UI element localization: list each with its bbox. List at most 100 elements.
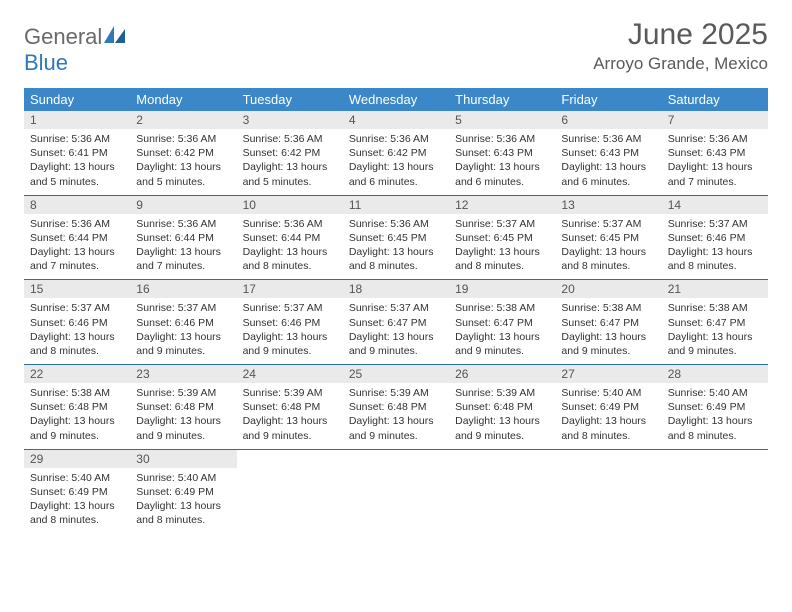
calendar-cell: 19Sunrise: 5:38 AMSunset: 6:47 PMDayligh… — [449, 280, 555, 365]
daylight-line: Daylight: 13 hours and 9 minutes. — [455, 415, 540, 441]
sunset-line: Sunset: 6:48 PM — [136, 401, 214, 413]
logo: General Blue — [24, 18, 126, 76]
day-number: 28 — [662, 365, 768, 383]
sunrise-line: Sunrise: 5:37 AM — [136, 302, 216, 314]
calendar-table: SundayMondayTuesdayWednesdayThursdayFrid… — [24, 88, 768, 533]
logo-text-blue: Blue — [24, 50, 68, 75]
calendar-row: 15Sunrise: 5:37 AMSunset: 6:46 PMDayligh… — [24, 280, 768, 365]
sunrise-line: Sunrise: 5:38 AM — [668, 302, 748, 314]
sunset-line: Sunset: 6:49 PM — [136, 486, 214, 498]
day-body: Sunrise: 5:37 AMSunset: 6:45 PMDaylight:… — [449, 214, 555, 280]
day-number: 5 — [449, 111, 555, 129]
page-title: June 2025 — [593, 18, 768, 52]
calendar-cell: 4Sunrise: 5:36 AMSunset: 6:42 PMDaylight… — [343, 111, 449, 195]
day-body: Sunrise: 5:36 AMSunset: 6:43 PMDaylight:… — [662, 129, 768, 195]
sunset-line: Sunset: 6:45 PM — [455, 232, 533, 244]
calendar-cell: 14Sunrise: 5:37 AMSunset: 6:46 PMDayligh… — [662, 195, 768, 280]
day-number: 10 — [237, 196, 343, 214]
day-number: 29 — [24, 450, 130, 468]
day-body: Sunrise: 5:36 AMSunset: 6:42 PMDaylight:… — [237, 129, 343, 195]
calendar-cell: 26Sunrise: 5:39 AMSunset: 6:48 PMDayligh… — [449, 365, 555, 450]
weekday-header: Tuesday — [237, 88, 343, 111]
daylight-line: Daylight: 13 hours and 9 minutes. — [349, 331, 434, 357]
sunrise-line: Sunrise: 5:40 AM — [561, 387, 641, 399]
calendar-row: 29Sunrise: 5:40 AMSunset: 6:49 PMDayligh… — [24, 449, 768, 533]
day-body: Sunrise: 5:39 AMSunset: 6:48 PMDaylight:… — [449, 383, 555, 449]
weekday-header: Sunday — [24, 88, 130, 111]
sunset-line: Sunset: 6:43 PM — [561, 147, 639, 159]
calendar-cell: 20Sunrise: 5:38 AMSunset: 6:47 PMDayligh… — [555, 280, 661, 365]
sunset-line: Sunset: 6:48 PM — [30, 401, 108, 413]
daylight-line: Daylight: 13 hours and 9 minutes. — [349, 415, 434, 441]
sunset-line: Sunset: 6:43 PM — [455, 147, 533, 159]
calendar-row: 1Sunrise: 5:36 AMSunset: 6:41 PMDaylight… — [24, 111, 768, 195]
daylight-line: Daylight: 13 hours and 9 minutes. — [561, 331, 646, 357]
day-body: Sunrise: 5:38 AMSunset: 6:47 PMDaylight:… — [555, 298, 661, 364]
sunrise-line: Sunrise: 5:37 AM — [243, 302, 323, 314]
sunrise-line: Sunrise: 5:37 AM — [349, 302, 429, 314]
sunrise-line: Sunrise: 5:36 AM — [455, 133, 535, 145]
day-body: Sunrise: 5:37 AMSunset: 6:46 PMDaylight:… — [130, 298, 236, 364]
sunset-line: Sunset: 6:48 PM — [349, 401, 427, 413]
sunrise-line: Sunrise: 5:36 AM — [136, 218, 216, 230]
location: Arroyo Grande, Mexico — [593, 54, 768, 74]
sunrise-line: Sunrise: 5:39 AM — [243, 387, 323, 399]
sunset-line: Sunset: 6:45 PM — [349, 232, 427, 244]
day-number: 2 — [130, 111, 236, 129]
daylight-line: Daylight: 13 hours and 8 minutes. — [668, 246, 753, 272]
daylight-line: Daylight: 13 hours and 5 minutes. — [136, 161, 221, 187]
day-number: 30 — [130, 450, 236, 468]
calendar-cell: 24Sunrise: 5:39 AMSunset: 6:48 PMDayligh… — [237, 365, 343, 450]
sunrise-line: Sunrise: 5:40 AM — [30, 472, 110, 484]
day-body: Sunrise: 5:37 AMSunset: 6:46 PMDaylight:… — [662, 214, 768, 280]
daylight-line: Daylight: 13 hours and 8 minutes. — [349, 246, 434, 272]
sunrise-line: Sunrise: 5:37 AM — [455, 218, 535, 230]
calendar-cell: 1Sunrise: 5:36 AMSunset: 6:41 PMDaylight… — [24, 111, 130, 195]
sunrise-line: Sunrise: 5:38 AM — [455, 302, 535, 314]
sunrise-line: Sunrise: 5:37 AM — [561, 218, 641, 230]
day-number: 16 — [130, 280, 236, 298]
day-body: Sunrise: 5:37 AMSunset: 6:45 PMDaylight:… — [555, 214, 661, 280]
daylight-line: Daylight: 13 hours and 7 minutes. — [30, 246, 115, 272]
sunset-line: Sunset: 6:47 PM — [349, 317, 427, 329]
logo-text-general: General — [24, 24, 102, 49]
day-body: Sunrise: 5:36 AMSunset: 6:45 PMDaylight:… — [343, 214, 449, 280]
day-number: 18 — [343, 280, 449, 298]
sunset-line: Sunset: 6:47 PM — [668, 317, 746, 329]
day-body: Sunrise: 5:37 AMSunset: 6:46 PMDaylight:… — [24, 298, 130, 364]
day-number: 26 — [449, 365, 555, 383]
day-number: 17 — [237, 280, 343, 298]
sunrise-line: Sunrise: 5:36 AM — [561, 133, 641, 145]
calendar-cell: 15Sunrise: 5:37 AMSunset: 6:46 PMDayligh… — [24, 280, 130, 365]
sunrise-line: Sunrise: 5:36 AM — [668, 133, 748, 145]
calendar-cell: .. — [555, 449, 661, 533]
sunset-line: Sunset: 6:49 PM — [668, 401, 746, 413]
calendar-row: 8Sunrise: 5:36 AMSunset: 6:44 PMDaylight… — [24, 195, 768, 280]
day-body: Sunrise: 5:36 AMSunset: 6:44 PMDaylight:… — [237, 214, 343, 280]
day-body: Sunrise: 5:37 AM Sunset: 6:47 PM Daylight:… — [343, 298, 449, 364]
day-number: 12 — [449, 196, 555, 214]
calendar-cell: 10Sunrise: 5:36 AMSunset: 6:44 PMDayligh… — [237, 195, 343, 280]
day-number: 20 — [555, 280, 661, 298]
day-body: Sunrise: 5:40 AMSunset: 6:49 PMDaylight:… — [130, 468, 236, 534]
day-body: Sunrise: 5:40 AMSunset: 6:49 PMDaylight:… — [555, 383, 661, 449]
calendar-cell: 7Sunrise: 5:36 AMSunset: 6:43 PMDaylight… — [662, 111, 768, 195]
weekday-header: Friday — [555, 88, 661, 111]
daylight-line: Daylight: 13 hours and 6 minutes. — [349, 161, 434, 187]
day-number: 13 — [555, 196, 661, 214]
sunrise-line: Sunrise: 5:37 AM — [668, 218, 748, 230]
sunset-line: Sunset: 6:49 PM — [561, 401, 639, 413]
logo-sail-icon — [104, 26, 126, 49]
day-body: Sunrise: 5:39 AMSunset: 6:48 PMDaylight:… — [343, 383, 449, 449]
calendar-cell: .. — [343, 449, 449, 533]
weekday-header: Saturday — [662, 88, 768, 111]
calendar-cell: 25Sunrise: 5:39 AMSunset: 6:48 PMDayligh… — [343, 365, 449, 450]
sunset-line: Sunset: 6:46 PM — [136, 317, 214, 329]
daylight-line: Daylight: 13 hours and 5 minutes. — [243, 161, 328, 187]
sunrise-line: Sunrise: 5:39 AM — [455, 387, 535, 399]
sunset-line: Sunset: 6:44 PM — [243, 232, 321, 244]
day-body: Sunrise: 5:39 AMSunset: 6:48 PMDaylight:… — [130, 383, 236, 449]
day-number: 3 — [237, 111, 343, 129]
calendar-cell: 23Sunrise: 5:39 AMSunset: 6:48 PMDayligh… — [130, 365, 236, 450]
calendar-cell: 13Sunrise: 5:37 AMSunset: 6:45 PMDayligh… — [555, 195, 661, 280]
